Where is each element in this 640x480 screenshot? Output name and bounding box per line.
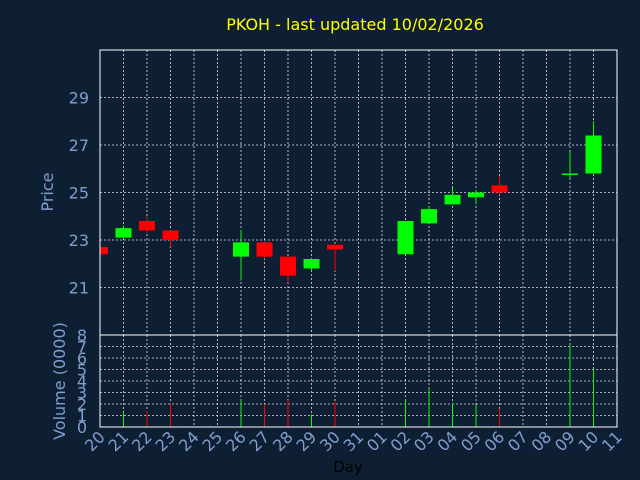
- x-axis-label: Day: [333, 458, 363, 476]
- price-tick-label: 29: [69, 89, 89, 108]
- candle-body: [280, 256, 296, 276]
- candle-body: [115, 228, 132, 238]
- volume-tick-label: 2: [77, 395, 87, 414]
- candle-body: [562, 173, 578, 175]
- volume-tick-label: 7: [77, 338, 87, 357]
- chart-title: PKOH - last updated 10/02/2026: [226, 15, 484, 34]
- volume-panel-frame: [99, 334, 618, 428]
- candle-body: [162, 230, 179, 240]
- candle-body: [139, 221, 155, 231]
- price-tick-label: 21: [69, 279, 89, 298]
- candle-body: [303, 259, 320, 269]
- volume-bars: [123, 345, 594, 427]
- candle-body: [444, 194, 461, 205]
- price-axis-label: Price: [38, 172, 57, 211]
- volume-tick-label: 4: [77, 372, 87, 391]
- x-tick-label: 11: [598, 427, 626, 455]
- volume-tick-label: 0: [77, 418, 87, 437]
- candle-body: [491, 185, 508, 193]
- price-axis-ticks: 21 23 25 27 29: [69, 89, 89, 298]
- candle-body: [100, 247, 108, 255]
- volume-tick-label: 5: [77, 361, 87, 380]
- price-tick-label: 27: [69, 136, 89, 155]
- volume-tick-label: 3: [77, 384, 87, 403]
- candles: [99, 121, 602, 283]
- candle-body: [421, 209, 437, 224]
- volume-axis-label: Volume (0000): [50, 322, 69, 440]
- candle-body: [233, 242, 249, 257]
- volume-tick-label: 8: [77, 326, 87, 345]
- x-axis-ticks: 2021222324252627282930310102030405060708…: [81, 427, 626, 455]
- volume-tick-label: 6: [77, 349, 87, 368]
- candle-body: [468, 192, 484, 198]
- candle-body: [327, 244, 343, 250]
- volume-tick-label: 1: [77, 407, 87, 426]
- price-tick-label: 23: [69, 231, 89, 250]
- candle-body: [397, 221, 414, 255]
- price-tick-label: 25: [69, 184, 89, 203]
- candle-body: [585, 135, 602, 174]
- candle-body: [256, 242, 273, 257]
